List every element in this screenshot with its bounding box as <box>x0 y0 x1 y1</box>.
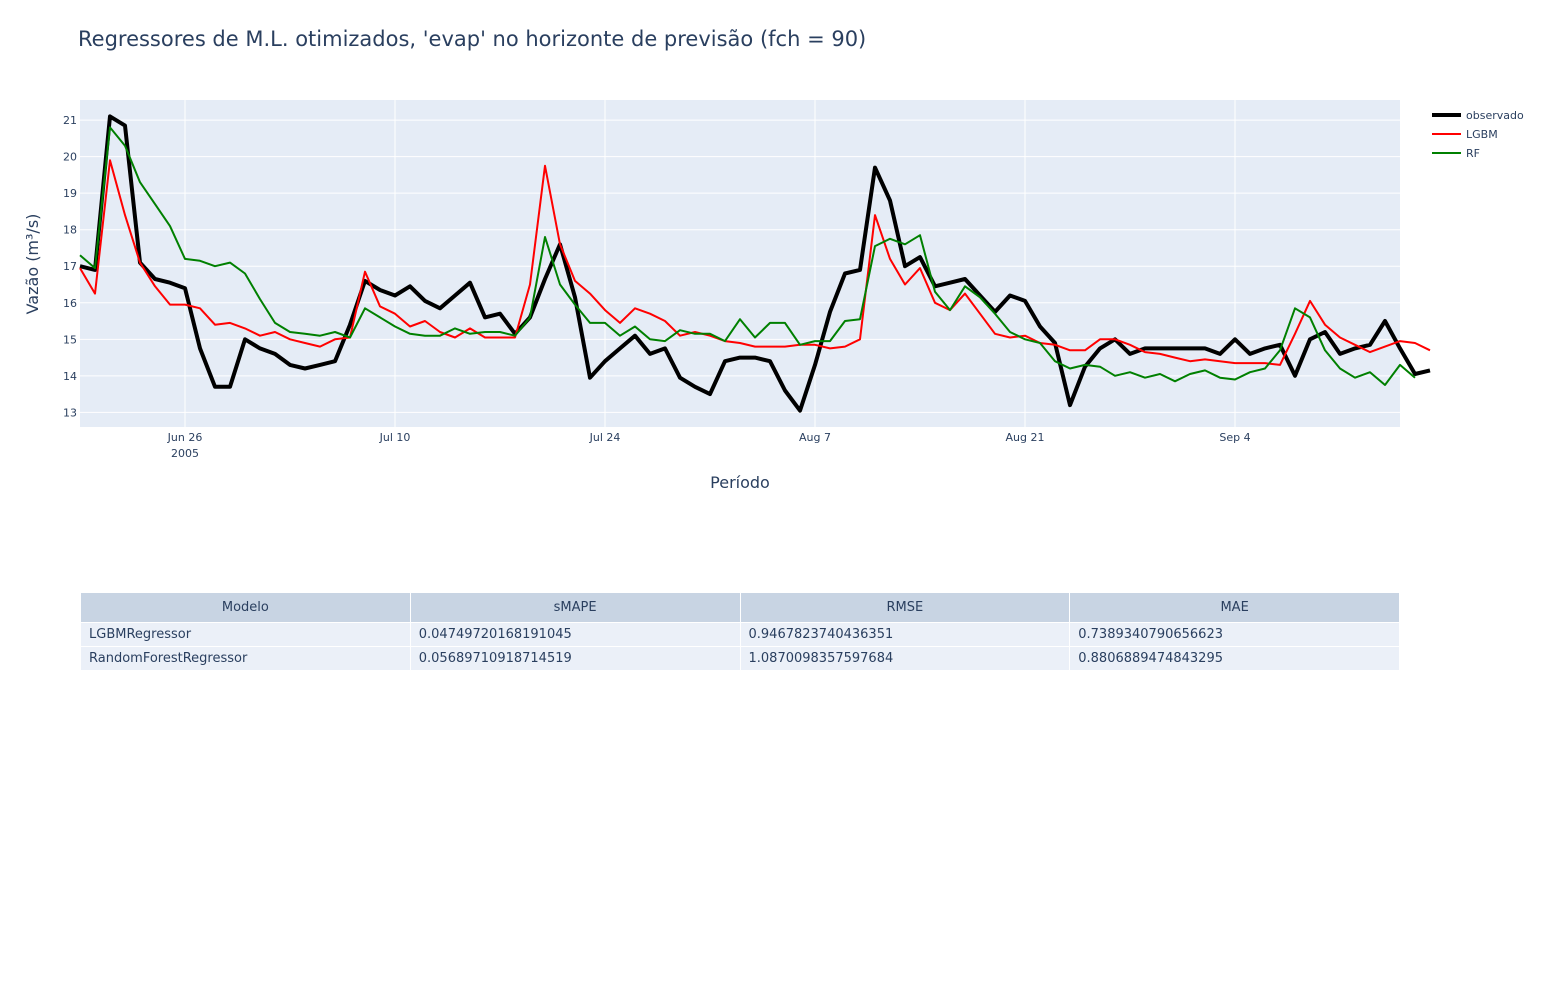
chart-title: Regressores de M.L. otimizados, 'evap' n… <box>78 27 867 51</box>
x-tick-label: Aug 21 <box>1006 431 1045 444</box>
legend-label-observado[interactable]: observado <box>1466 109 1524 122</box>
x-tick-label: Jul 10 <box>379 431 411 444</box>
cell-mae: 0.7389340790656623 <box>1070 623 1399 646</box>
x-axis-title: Período <box>710 473 770 492</box>
cell-smape: 0.04749720168191045 <box>410 623 740 646</box>
legend-label-lgbm[interactable]: LGBM <box>1466 128 1498 141</box>
x-tick-label: Jun 26 <box>167 431 203 444</box>
grid-lines <box>80 100 1400 427</box>
x-tick-year-label: 2005 <box>171 447 199 460</box>
y-tick-label: 20 <box>63 151 77 164</box>
header-smape: sMAPE <box>410 593 740 622</box>
cell-model: RandomForestRegressor <box>81 647 410 670</box>
y-tick-label: 13 <box>63 406 77 419</box>
table-row: LGBMRegressor 0.04749720168191045 0.9467… <box>81 623 1399 646</box>
series-line-lgbm <box>79 159 1431 366</box>
cell-rmse: 0.9467823740436351 <box>740 623 1070 646</box>
cell-smape: 0.05689710918714519 <box>410 647 740 670</box>
legend[interactable]: observado LGBM RF <box>1432 109 1524 160</box>
y-tick-label: 15 <box>63 333 77 346</box>
y-tick-labels: 13 14 15 16 17 18 19 20 21 <box>63 114 77 419</box>
series-line-observado <box>79 114 1431 413</box>
cell-mae: 0.8806889474843295 <box>1070 647 1399 670</box>
x-tick-labels: Jun 26 2005 Jul 10 Jul 24 Aug 7 Aug 21 Sep 4 <box>167 431 1251 460</box>
plot-area <box>80 100 1400 427</box>
x-tick-label: Jul 24 <box>589 431 621 444</box>
x-tick-label: Aug 7 <box>799 431 831 444</box>
header-rmse: RMSE <box>740 593 1070 622</box>
header-modelo: Modelo <box>81 593 410 622</box>
y-tick-label: 16 <box>63 297 77 310</box>
y-tick-label: 19 <box>63 187 77 200</box>
cell-rmse: 1.0870098357597684 <box>740 647 1070 670</box>
table-row: RandomForestRegressor 0.0568971091871451… <box>81 647 1399 670</box>
y-axis-title: Vazão (m³/s) <box>23 214 42 315</box>
cell-model: LGBMRegressor <box>81 623 410 646</box>
y-tick-label: 14 <box>63 370 77 383</box>
metrics-table: Modelo sMAPE RMSE MAE LGBMRegressor 0.04… <box>80 592 1400 671</box>
y-tick-label: 17 <box>63 260 77 273</box>
y-tick-label: 18 <box>63 224 77 237</box>
series-lines <box>79 114 1431 413</box>
y-tick-label: 21 <box>63 114 77 127</box>
series-line-rf <box>79 126 1416 386</box>
table-header-row: Modelo sMAPE RMSE MAE <box>81 593 1399 622</box>
line-chart: 13 14 15 16 17 18 19 20 21 Jun 26 2005 Jul 10 Jul 2… <box>23 100 1524 492</box>
header-mae: MAE <box>1070 593 1399 622</box>
legend-label-rf[interactable]: RF <box>1466 147 1480 160</box>
x-tick-label: Sep 4 <box>1219 431 1250 444</box>
